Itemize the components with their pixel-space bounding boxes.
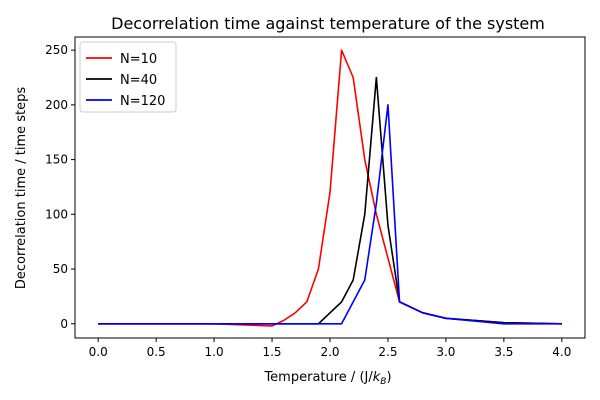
y-tick-label: 0: [60, 317, 68, 331]
x-tick-label: 2.0: [320, 345, 339, 359]
x-axis-label-suffix: ): [386, 370, 391, 385]
x-axis-label: Temperature / (J/kB): [263, 370, 391, 387]
x-tick-label: 3.0: [436, 345, 455, 359]
chart-title: Decorrelation time against temperature o…: [111, 14, 545, 33]
x-tick-label: 0.0: [89, 345, 108, 359]
legend-label: N=120: [120, 94, 165, 109]
plot-area: 0.0 0.5 1.0 1.5 2.0 2.5 3.0 3.5 4.0 0 50 100 150 200 2…: [45, 36, 586, 359]
x-tick-label: 2.5: [378, 345, 397, 359]
x-tick-label: 1.5: [262, 345, 281, 359]
legend-box: [79, 41, 177, 113]
y-tick-label: 100: [45, 207, 68, 221]
y-tick-label: 150: [45, 153, 68, 167]
y-axis-label: Decorrelation time / time steps: [14, 87, 29, 290]
x-axis-label-prefix: Temperature / (J/: [263, 370, 373, 385]
x-axis-label-sub: B: [380, 377, 386, 387]
series-line-n-120: [98, 104, 562, 325]
series-line-n-40: [98, 76, 562, 325]
y-tick-label: 50: [53, 262, 68, 276]
x-tick-label: 0.5: [147, 345, 166, 359]
legend-label: N=40: [120, 73, 157, 88]
x-tick-label: 3.5: [494, 345, 513, 359]
x-tick-label: 1.0: [205, 345, 224, 359]
y-tick-label: 200: [45, 98, 68, 112]
y-tick-label: 250: [45, 43, 68, 57]
x-axis-label-k: k: [373, 370, 381, 385]
x-tick-label: 4.0: [552, 345, 571, 359]
legend-label: N=10: [120, 52, 157, 67]
